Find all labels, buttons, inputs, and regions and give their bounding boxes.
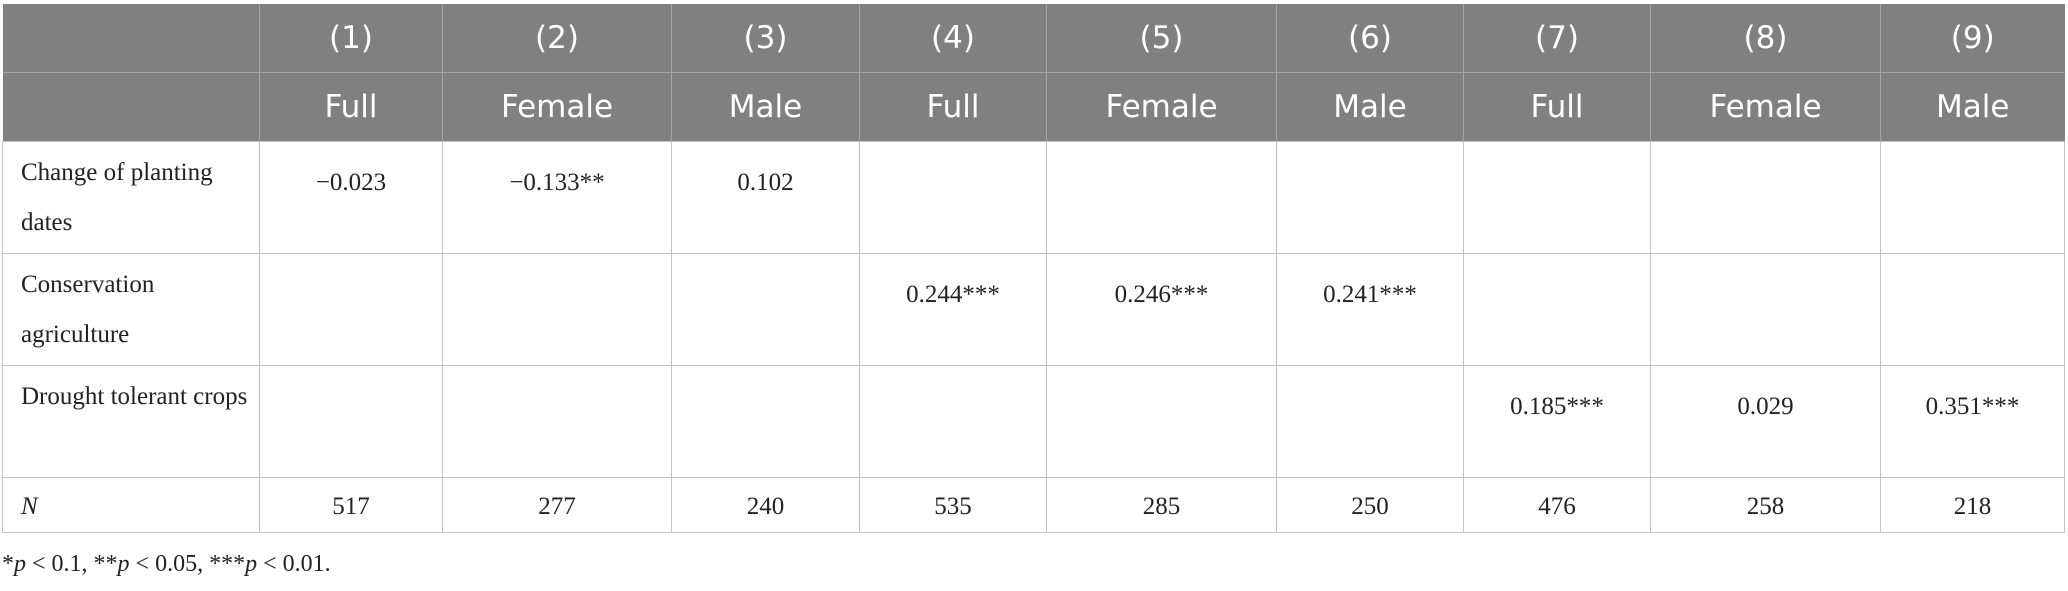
table-cell: 517 [259,477,443,533]
row-label: Change of planting dates [2,141,260,254]
column-group: Male [1276,72,1464,142]
footnote-variable: p [14,551,26,577]
table-cell: 535 [859,477,1047,533]
table-cell: 258 [1650,477,1881,533]
table-cell [1463,253,1651,366]
footnote-condition: < 0.1, [26,551,94,577]
footnote-stars: *** [209,551,246,577]
column-group: Male [671,72,860,142]
table-cell [442,253,672,366]
table-cell [1880,253,2065,366]
table-cell [1046,365,1277,478]
header-row: Full Female Male Full Female Male Full Female Ma… [2,72,2065,142]
table-cell [1046,141,1277,254]
column-group: Female [1650,72,1881,142]
column-number: (8) [1650,4,1881,73]
row-label: Conservation agriculture [2,253,260,366]
table-cell: −0.133** [442,141,672,254]
footnote-condition: < 0.05, [129,551,210,577]
column-number: (9) [1880,4,2065,73]
footnote-variable: p [245,551,258,577]
column-number: (6) [1276,4,1464,73]
table-cell: 240 [671,477,860,533]
footnote: *p < 0.1, **p < 0.05, ***p < 0.01. [2,551,331,578]
table-cell [259,365,443,478]
table-cell: 476 [1463,477,1651,533]
table-cell [859,365,1047,478]
row-label: Drought tolerant crops [2,365,260,478]
results-table: (1) (2) (3) (4) (5) (6) (7) (8) (9) Full Female Mal… [2,4,2065,533]
table-body: Change of planting dates −0.023 −0.133** 0.… [2,141,2065,533]
header-row: (1) (2) (3) (4) (5) (6) (7) (8) (9) [2,4,2065,73]
column-number: (7) [1463,4,1651,73]
table-cell [859,141,1047,254]
table-cell [1463,141,1651,254]
footnote-stars: ** [93,551,118,577]
column-group: Female [442,72,672,142]
table-header: (1) (2) (3) (4) (5) (6) (7) (8) (9) Full Female Mal… [2,4,2065,142]
corner-cell [2,72,260,142]
table-cell [1880,141,2065,254]
column-group: Male [1880,72,2065,142]
table-cell: 218 [1880,477,2065,533]
table-cell: 277 [442,477,672,533]
table-row: Drought tolerant crops 0.185*** 0.029 0.351… [2,365,2065,478]
table-cell: 0.351*** [1880,365,2065,478]
corner-cell [2,4,260,73]
table-row: Change of planting dates −0.023 −0.133** 0.… [2,141,2065,254]
column-number: (3) [671,4,860,73]
table-row: N 517 277 240 535 285 250 476 258 218 [2,477,2065,533]
table-cell: 0.029 [1650,365,1881,478]
column-number: (5) [1046,4,1277,73]
table-cell [1650,141,1881,254]
column-number: (1) [259,4,443,73]
table-cell [1276,365,1464,478]
column-group: Full [259,72,443,142]
table-cell: −0.023 [259,141,443,254]
column-group: Full [859,72,1047,142]
column-group: Full [1463,72,1651,142]
table-row: Conservation agriculture 0.244*** 0.246***… [2,253,2065,366]
table-cell [259,253,443,366]
row-label: N [2,477,260,533]
table-cell: 250 [1276,477,1464,533]
table-cell: 0.246*** [1046,253,1277,366]
table-cell: 285 [1046,477,1277,533]
footnote-stars: * [2,551,14,577]
column-number: (2) [442,4,672,73]
footnote-variable: p [117,551,130,577]
table-cell: 0.244*** [859,253,1047,366]
footnote-condition: < 0.01. [257,551,331,577]
table-cell: 0.241*** [1276,253,1464,366]
table-cell [1276,141,1464,254]
table-cell [442,365,672,478]
column-number: (4) [859,4,1047,73]
table-cell [671,253,860,366]
table-cell: 0.102 [671,141,860,254]
column-group: Female [1046,72,1277,142]
table-cell [671,365,860,478]
table-cell [1650,253,1881,366]
table-cell: 0.185*** [1463,365,1651,478]
